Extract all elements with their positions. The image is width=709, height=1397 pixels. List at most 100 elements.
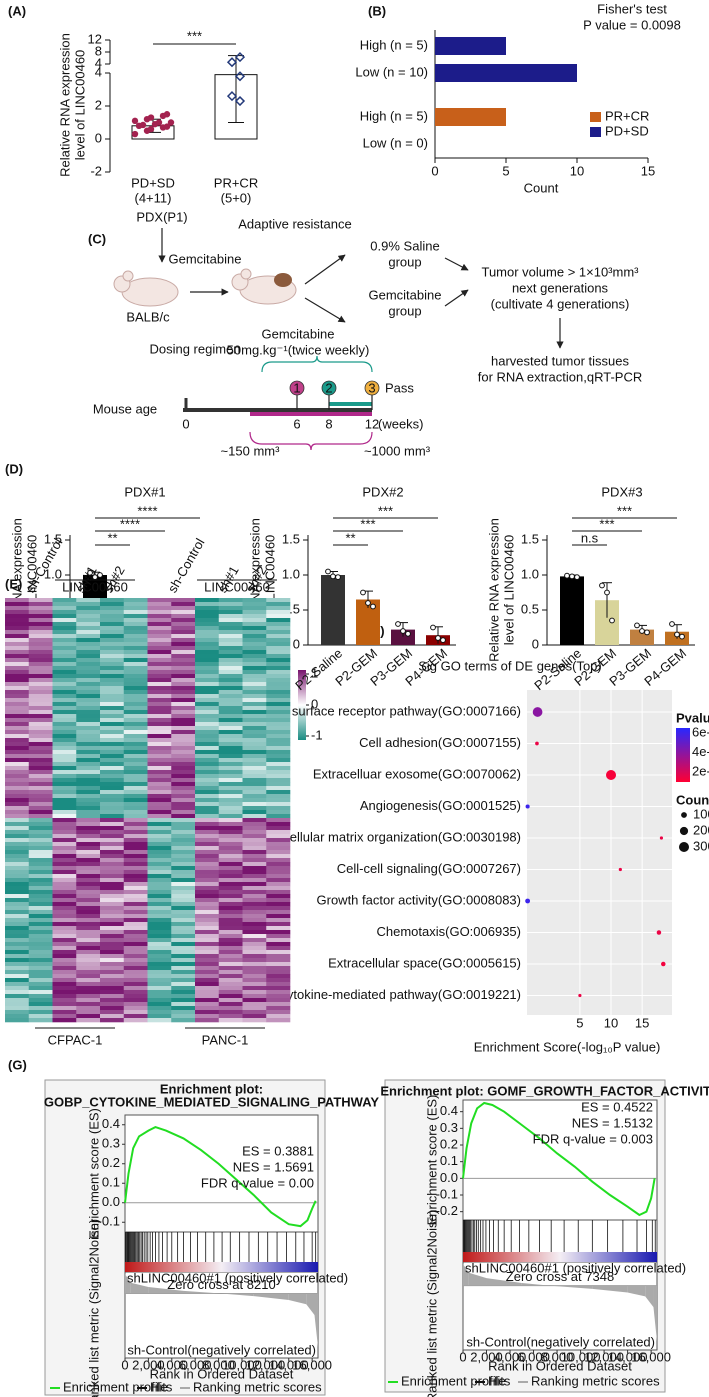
heatmap-cell — [195, 834, 220, 839]
heatmap-cell — [123, 994, 148, 999]
heatmap-cell — [266, 906, 291, 911]
heatmap-cell — [28, 798, 53, 803]
heatmap-cell — [123, 814, 148, 819]
heatmap-cell — [218, 838, 243, 843]
heatmap-cell — [28, 838, 53, 843]
heatmap-cell — [28, 870, 53, 875]
heatmap-cell — [5, 942, 30, 947]
heatmap-cell — [266, 950, 291, 955]
data-point — [365, 600, 371, 606]
heatmap-cell — [195, 1010, 220, 1015]
heatmap-cell — [76, 1006, 101, 1011]
heatmap-cell — [76, 890, 101, 895]
heatmap-cell — [266, 1006, 291, 1011]
heatmap-cell — [52, 658, 77, 663]
timeline-tick: 6 — [293, 416, 300, 431]
heatmap-cell — [76, 978, 101, 983]
heatmap-cell — [123, 654, 148, 659]
heatmap-cell — [218, 650, 243, 655]
y-axis-label: Ranked list metric (Signal2Noise) — [424, 1210, 439, 1397]
heatmap-cell — [147, 682, 172, 687]
panel-label: (C) — [88, 231, 106, 246]
diagram-text: group — [388, 254, 421, 269]
metric-area — [653, 1285, 657, 1342]
heatmap-cell — [100, 882, 125, 887]
heatmap-cell — [5, 966, 30, 971]
heatmap-cell — [171, 962, 196, 967]
heatmap-cell — [28, 942, 53, 947]
heatmap-cell — [147, 738, 172, 743]
heatmap-cell — [171, 926, 196, 931]
heatmap-cell — [242, 1010, 267, 1015]
heatmap-cell — [195, 998, 220, 1003]
heatmap-cell — [123, 730, 148, 735]
heatmap-cell — [171, 858, 196, 863]
heatmap-cell — [52, 614, 77, 619]
legend-label: Hits — [488, 1373, 511, 1388]
column-label: sh-Control — [165, 536, 208, 596]
heatmap-cell — [123, 734, 148, 739]
heatmap-cell — [100, 894, 125, 899]
heatmap-cell — [266, 1010, 291, 1015]
heatmap-cell — [52, 626, 77, 631]
heatmap-cell — [242, 598, 267, 603]
heatmap-cell — [242, 862, 267, 867]
heatmap-cell — [266, 686, 291, 691]
heatmap-cell — [147, 886, 172, 891]
data-point — [400, 628, 406, 634]
heatmap-cell — [242, 990, 267, 995]
data-point — [639, 628, 645, 634]
heatmap-cell — [266, 718, 291, 723]
heatmap-cell — [242, 830, 267, 835]
heatmap-cell — [147, 858, 172, 863]
heatmap-cell — [76, 762, 101, 767]
diagram-text: Mouse age — [93, 401, 157, 416]
heatmap-cell — [218, 874, 243, 879]
heatmap-cell — [147, 686, 172, 691]
heatmap-cell — [123, 642, 148, 647]
heatmap-cell — [195, 622, 220, 627]
heatmap-cell — [147, 958, 172, 963]
heatmap-cell — [218, 674, 243, 679]
legend-swatch — [590, 112, 601, 122]
heatmap-cell — [5, 850, 30, 855]
heatmap-cell — [171, 934, 196, 939]
heatmap-cell — [266, 910, 291, 915]
heatmap-cell — [147, 758, 172, 763]
heatmap-cell — [28, 834, 53, 839]
heatmap-cell — [242, 1006, 267, 1011]
heatmap-cell — [100, 866, 125, 871]
heatmap-cell — [100, 786, 125, 791]
heatmap-cell — [266, 934, 291, 939]
heatmap-cell — [218, 946, 243, 951]
heatmap-cell — [218, 694, 243, 699]
heatmap-cell — [100, 942, 125, 947]
heatmap-cell — [242, 838, 267, 843]
data-point — [87, 570, 93, 576]
heatmap-cell — [5, 998, 30, 1003]
heatmap-cell — [100, 746, 125, 751]
metric-area — [549, 1285, 593, 1289]
heatmap-cell — [76, 690, 101, 695]
heatmap-cell — [171, 642, 196, 647]
heatmap-cell — [242, 790, 267, 795]
metric-area — [288, 1293, 307, 1305]
heatmap-cell — [100, 914, 125, 919]
heatmap-cell — [195, 970, 220, 975]
heatmap-cell — [195, 602, 220, 607]
heatmap-cell — [266, 914, 291, 919]
heatmap-cell — [5, 746, 30, 751]
heatmap-cell — [195, 930, 220, 935]
heatmap-cell — [5, 990, 30, 995]
significance-label: *** — [617, 503, 632, 518]
heatmap-cell — [52, 810, 77, 815]
heatmap-cell — [195, 750, 220, 755]
heatmap-cell — [266, 954, 291, 959]
heatmap-cell — [123, 998, 148, 1003]
x-tick-label: 0 — [431, 163, 438, 178]
data-point — [370, 603, 376, 610]
heatmap-cell — [52, 806, 77, 811]
heatmap-cell — [218, 746, 243, 751]
heatmap-cell — [76, 722, 101, 727]
heatmap-cell — [266, 618, 291, 623]
